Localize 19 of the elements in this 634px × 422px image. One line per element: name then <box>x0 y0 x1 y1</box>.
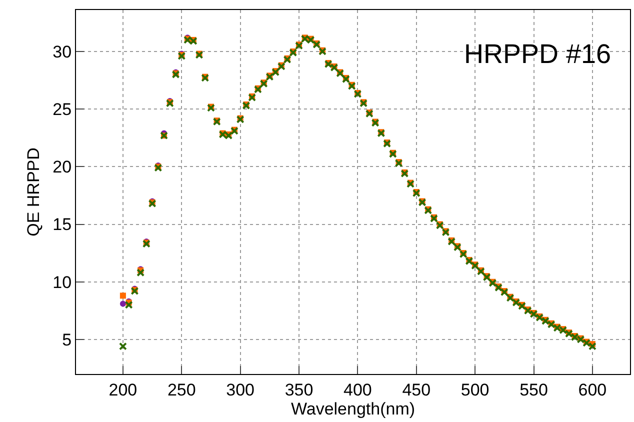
x-tick-label: 600 <box>578 380 607 400</box>
point <box>120 300 126 307</box>
y-tick-label: 25 <box>52 100 72 120</box>
y-tick-label: 20 <box>52 158 72 177</box>
y-tick-label: 10 <box>52 272 72 292</box>
y-tick-label: 30 <box>52 42 72 62</box>
x-tick-label: 450 <box>402 380 431 400</box>
x-axis-title: Wavelength(nm) <box>290 399 416 418</box>
x-tick-label: 550 <box>520 380 548 400</box>
x-tick-label: 350 <box>284 380 314 400</box>
y-tick-label: 15 <box>52 215 72 234</box>
x-tick-label: 300 <box>226 380 255 400</box>
x-tick-label: 200 <box>108 380 138 400</box>
x-tick-label: 500 <box>460 380 490 400</box>
y-axis-title: QE HRPPD <box>24 148 44 236</box>
x-tick-label: 400 <box>344 380 372 400</box>
y-tick-label: 5 <box>62 330 72 350</box>
annotation: HRPPD #16 <box>464 39 612 69</box>
x-tick-label: 250 <box>167 380 196 400</box>
